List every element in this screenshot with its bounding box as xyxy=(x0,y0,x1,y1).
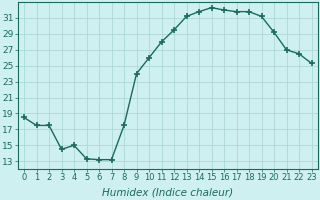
X-axis label: Humidex (Indice chaleur): Humidex (Indice chaleur) xyxy=(102,188,233,198)
